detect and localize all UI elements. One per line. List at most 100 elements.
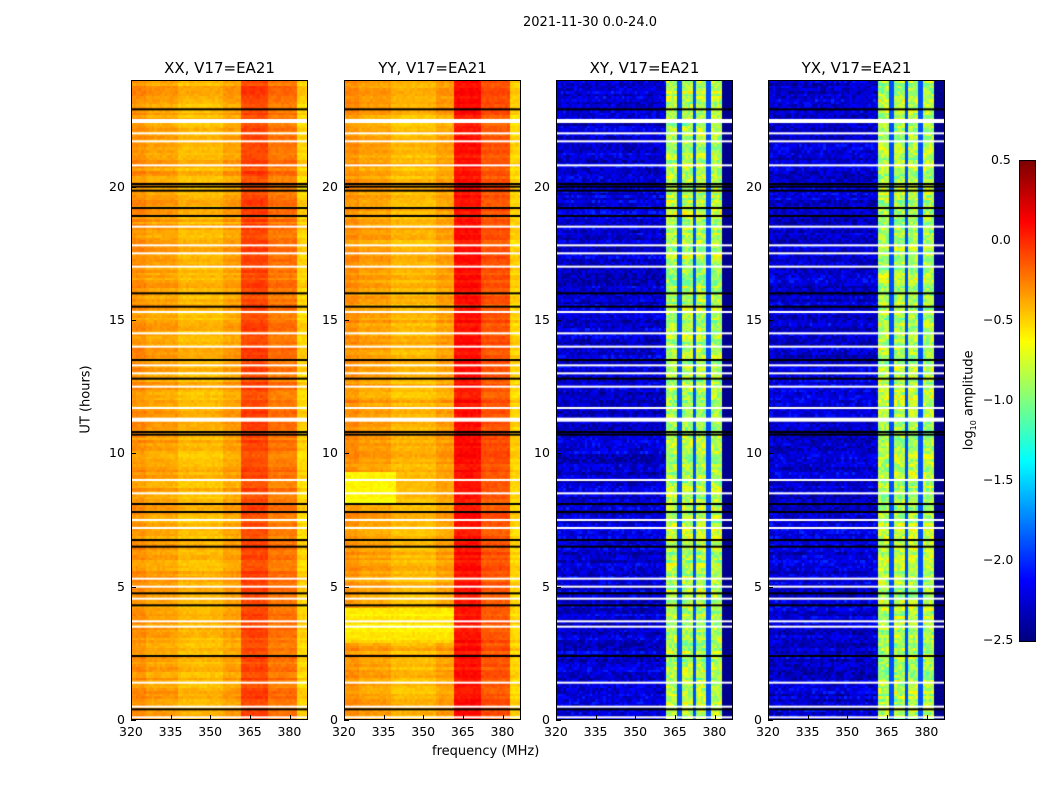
y-tick [131, 186, 136, 188]
y-tick [556, 186, 561, 188]
y-tick-label: 5 [330, 578, 338, 594]
y-tick-label: 0 [330, 712, 338, 727]
y-tick-label: 15 [534, 312, 550, 327]
colorbar-tick-label: −1.5 [983, 472, 1014, 487]
colorbar-tick-label: −2.0 [983, 552, 1014, 567]
x-tick-label: 320 [544, 724, 568, 739]
x-tick [595, 715, 597, 720]
x-tick-label: 320 [332, 724, 356, 739]
y-tick-label: 20 [534, 178, 550, 194]
x-tick [289, 715, 291, 720]
x-tick [383, 715, 385, 720]
y-tick-label: 15 [109, 312, 125, 327]
y-tick-label: 5 [754, 578, 762, 594]
y-tick [344, 586, 349, 588]
colorbar-tick-label: −1.0 [983, 392, 1014, 407]
y-tick-label: 0 [542, 712, 550, 727]
y-tick [131, 720, 136, 721]
y-tick [344, 320, 349, 321]
x-tick-label: 350 [411, 724, 436, 739]
panel-title: XX, V17=EA21 [164, 59, 275, 77]
y-tick-label: 10 [746, 445, 762, 461]
x-tick-label: 335 [583, 724, 608, 739]
y-tick [131, 586, 136, 588]
x-tick-label: 380 [490, 724, 515, 739]
y-tick [768, 586, 773, 588]
y-tick [768, 720, 773, 721]
colorbar-label-rest: amplitude [961, 350, 977, 421]
y-tick [344, 186, 349, 188]
heatmap-yy [344, 80, 521, 720]
x-tick [847, 715, 849, 720]
y-tick [344, 453, 349, 455]
x-tick-label: 365 [450, 724, 475, 739]
colorbar-tick-label: −2.5 [983, 632, 1014, 647]
x-tick-label: 365 [874, 724, 899, 739]
y-tick-label: 20 [322, 178, 338, 194]
y-tick [344, 720, 349, 721]
panel-title: XY, V17=EA21 [589, 59, 700, 77]
y-tick [556, 320, 561, 321]
x-tick [210, 715, 212, 720]
y-tick-label: 20 [746, 178, 762, 194]
y-tick-label: 0 [754, 712, 762, 727]
x-tick-label: 365 [662, 724, 687, 739]
axes-frame [768, 80, 945, 720]
x-tick-label: 335 [371, 724, 396, 739]
x-tick [462, 715, 464, 720]
figure-title: 2021-11-30 0.0-24.0 [523, 15, 657, 30]
x-tick [807, 715, 809, 720]
y-tick [131, 320, 136, 321]
colorbar-label: log10 amplitude [962, 350, 979, 450]
heatmap-xx [131, 80, 308, 720]
x-tick-label: 380 [702, 724, 727, 739]
x-tick-label: 380 [277, 724, 302, 739]
x-tick [423, 715, 425, 720]
panel-title: YX, V17=EA21 [801, 59, 912, 77]
panel-title: YY, V17=EA21 [378, 59, 487, 77]
heatmap-yx [768, 80, 945, 720]
x-tick-label: 320 [756, 724, 780, 739]
y-tick-label: 15 [322, 312, 338, 327]
x-tick [502, 715, 504, 720]
colorbar-tick-label: 0.5 [991, 152, 1011, 167]
x-tick [635, 715, 637, 720]
y-tick [768, 186, 773, 188]
heatmap-xy [556, 80, 733, 720]
axes-frame [556, 80, 733, 720]
x-tick [714, 715, 716, 720]
y-tick-label: 0 [117, 712, 125, 727]
x-tick [768, 715, 769, 720]
x-tick-label: 320 [119, 724, 143, 739]
x-tick [170, 715, 172, 720]
x-tick-label: 380 [914, 724, 939, 739]
colorbar [1019, 160, 1036, 642]
colorbar-label-sub: 10 [969, 420, 979, 431]
axes-frame [344, 80, 521, 720]
x-tick [344, 715, 345, 720]
x-tick [926, 715, 928, 720]
y-axis-label: UT (hours) [78, 365, 94, 434]
x-tick [674, 715, 676, 720]
y-tick-label: 15 [746, 312, 762, 327]
x-tick-label: 335 [158, 724, 183, 739]
y-tick-label: 5 [542, 578, 550, 594]
y-tick-label: 10 [109, 445, 125, 461]
y-tick [556, 453, 561, 455]
y-tick-label: 5 [117, 578, 125, 594]
y-tick-label: 20 [109, 178, 125, 194]
x-tick-label: 335 [795, 724, 820, 739]
x-tick-label: 350 [623, 724, 648, 739]
y-tick [556, 586, 561, 588]
x-tick [131, 715, 132, 720]
y-tick [556, 720, 561, 721]
x-axis-label: frequency (MHz) [432, 744, 540, 759]
x-tick [886, 715, 888, 720]
colorbar-tick-label: −0.5 [983, 312, 1014, 327]
y-tick-label: 10 [534, 445, 550, 461]
x-tick [556, 715, 557, 720]
x-tick [249, 715, 251, 720]
x-tick-label: 350 [835, 724, 860, 739]
y-tick [131, 453, 136, 455]
